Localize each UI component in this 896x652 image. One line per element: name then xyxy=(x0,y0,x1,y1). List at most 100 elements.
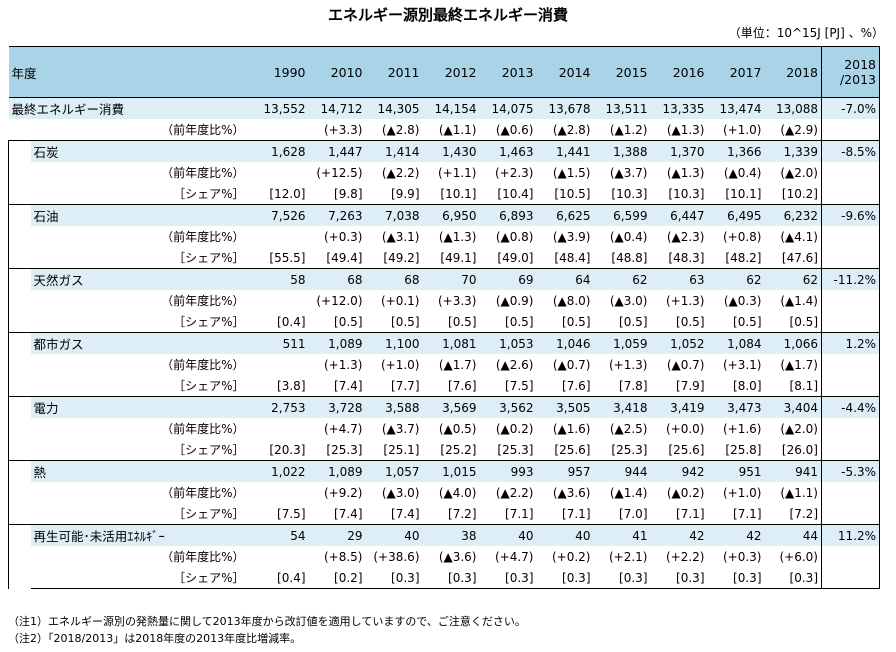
share-value: [10.3] xyxy=(668,186,705,201)
share-value: [12.0] xyxy=(269,186,306,201)
source-share-row: ［シェア%］ [3.8] [7.4] [7.7] [7.6] [7.5] [7.6] [7.8… xyxy=(9,375,880,397)
indent-cell xyxy=(8,332,31,397)
source-value: 6,447 xyxy=(650,204,708,226)
share-value: [0.3] xyxy=(536,567,594,589)
yoy-value: (+2.3) xyxy=(494,165,534,180)
source-value: 6,232 xyxy=(764,204,822,226)
yoy-value: (▲1.7) xyxy=(780,357,818,372)
yoy-value: (▲1.6) xyxy=(552,421,591,436)
yoy-value: (▲4.0) xyxy=(438,485,477,500)
share-value: [25.8] xyxy=(725,442,762,457)
source-value: 2,753 xyxy=(248,396,309,418)
share-value: [0.5] xyxy=(676,314,705,329)
yoy-value: (▲3.1) xyxy=(381,229,420,244)
yoy-value: (+1.3) xyxy=(608,357,648,372)
change-empty xyxy=(821,226,880,247)
source-value: 68 xyxy=(308,268,366,290)
share-value: [0.3] xyxy=(650,567,708,589)
source-value: 3,505 xyxy=(536,396,594,418)
share-value: [7.6] xyxy=(562,378,591,393)
yoy-value: (▲3.0) xyxy=(381,485,420,500)
yoy-value xyxy=(249,546,309,567)
source-yoy-row: （前年度比%） (+0.3) (▲3.1) (▲1.3) (▲0.8) (▲3.9) (▲0… xyxy=(9,226,880,247)
total-value: 13,088 xyxy=(764,97,822,119)
source-value: 42 xyxy=(707,524,765,546)
source-value: 1,053 xyxy=(479,332,537,354)
yoy-value xyxy=(249,162,309,183)
share-value: [0.5] xyxy=(619,314,648,329)
source-value: 6,599 xyxy=(593,204,651,226)
year-header-2013: 2013 xyxy=(479,46,537,98)
indent-cell xyxy=(8,204,31,269)
source-yoy-row: （前年度比%） (+4.7) (▲3.7) (▲0.5) (▲0.2) (▲1.6) (▲2… xyxy=(9,418,880,439)
source-value: 951 xyxy=(707,460,765,482)
change-empty xyxy=(821,567,880,589)
source-value: 63 xyxy=(650,268,708,290)
yoy-value: (▲3.6) xyxy=(552,485,591,500)
yoy-value: (▲2.3) xyxy=(666,229,705,244)
share-value: [0.5] xyxy=(448,314,477,329)
source-value: 3,562 xyxy=(479,396,537,418)
share-value: [7.5] xyxy=(277,506,306,521)
share-value: [7.7] xyxy=(391,378,420,393)
share-value: [26.0] xyxy=(781,442,818,457)
share-value: [0.4] xyxy=(248,567,309,589)
share-value: [0.3] xyxy=(365,567,423,589)
source-value: 38 xyxy=(422,524,480,546)
source-label: 都市ガス xyxy=(30,332,249,354)
change-empty xyxy=(821,119,880,141)
source-value: 1,046 xyxy=(536,332,594,354)
source-value: 1,430 xyxy=(422,140,480,162)
share-value: [9.8] xyxy=(334,186,363,201)
yoy-value: (+4.7) xyxy=(494,549,534,564)
share-value: [3.8] xyxy=(277,378,306,393)
source-change: -8.5% xyxy=(821,140,880,162)
share-label: ［シェア%］ xyxy=(173,443,245,457)
source-value: 7,263 xyxy=(308,204,366,226)
indent-cell xyxy=(8,140,31,205)
source-value: 993 xyxy=(479,460,537,482)
share-value: [20.3] xyxy=(269,442,306,457)
source-value: 3,588 xyxy=(365,396,423,418)
yoy-label: （前年度比%） xyxy=(161,486,245,500)
source-value: 7,038 xyxy=(365,204,423,226)
yoy-value: (▲1.4) xyxy=(609,485,648,500)
year-header-2017: 2017 xyxy=(707,46,765,98)
yoy-value: (▲2.5) xyxy=(609,421,648,436)
share-value: [25.1] xyxy=(383,442,420,457)
source-change: -4.4% xyxy=(821,396,880,418)
share-value: [10.1] xyxy=(725,186,762,201)
yoy-value: (▲0.9) xyxy=(495,293,534,308)
yoy-value: (+0.8) xyxy=(722,229,762,244)
source-value: 1,441 xyxy=(536,140,594,162)
share-value: [7.2] xyxy=(789,506,818,521)
source-value: 1,628 xyxy=(248,140,309,162)
share-value: [49.2] xyxy=(383,250,420,265)
source-share-row: ［シェア%］ [0.4] [0.5] [0.5] [0.5] [0.5] [0.5] [0.5… xyxy=(9,311,880,333)
yoy-value: (+3.1) xyxy=(722,357,762,372)
yoy-value: (▲4.1) xyxy=(780,229,818,244)
share-value: [8.1] xyxy=(789,378,818,393)
change-empty xyxy=(821,503,880,525)
yoy-value: (▲2.0) xyxy=(780,165,818,180)
yoy-value: (+2.1) xyxy=(608,549,648,564)
share-value: [10.1] xyxy=(440,186,477,201)
source-value: 1,084 xyxy=(707,332,765,354)
source-yoy-row: （前年度比%） (+1.3) (+1.0) (▲1.7) (▲2.6) (▲0.7) (+1… xyxy=(9,354,880,375)
source-value: 1,447 xyxy=(308,140,366,162)
source-value: 957 xyxy=(536,460,594,482)
source-value: 3,569 xyxy=(422,396,480,418)
yoy-value: (▲1.3) xyxy=(666,165,705,180)
source-row: 再生可能･未活用ｴﾈﾙｷﾞｰ 54 29 40 38 40 40 41 42 42 44 11.2% xyxy=(8,524,880,589)
note-1: （注1）エネルギー源別の発熱量に関して2013年度から改訂値を適用していますので… xyxy=(8,615,526,628)
source-value: 70 xyxy=(422,268,480,290)
yoy-value: (▲0.5) xyxy=(438,421,477,436)
change-empty xyxy=(821,375,880,397)
share-value: [7.1] xyxy=(676,506,705,521)
year-header-1990: 1990 xyxy=(248,46,309,98)
total-change: -7.0% xyxy=(821,97,880,119)
share-value: [0.5] xyxy=(334,314,363,329)
notes: （注1）エネルギー源別の発熱量に関して2013年度から改訂値を適用していますので… xyxy=(8,613,526,647)
share-value: [7.4] xyxy=(391,506,420,521)
source-value: 6,893 xyxy=(479,204,537,226)
